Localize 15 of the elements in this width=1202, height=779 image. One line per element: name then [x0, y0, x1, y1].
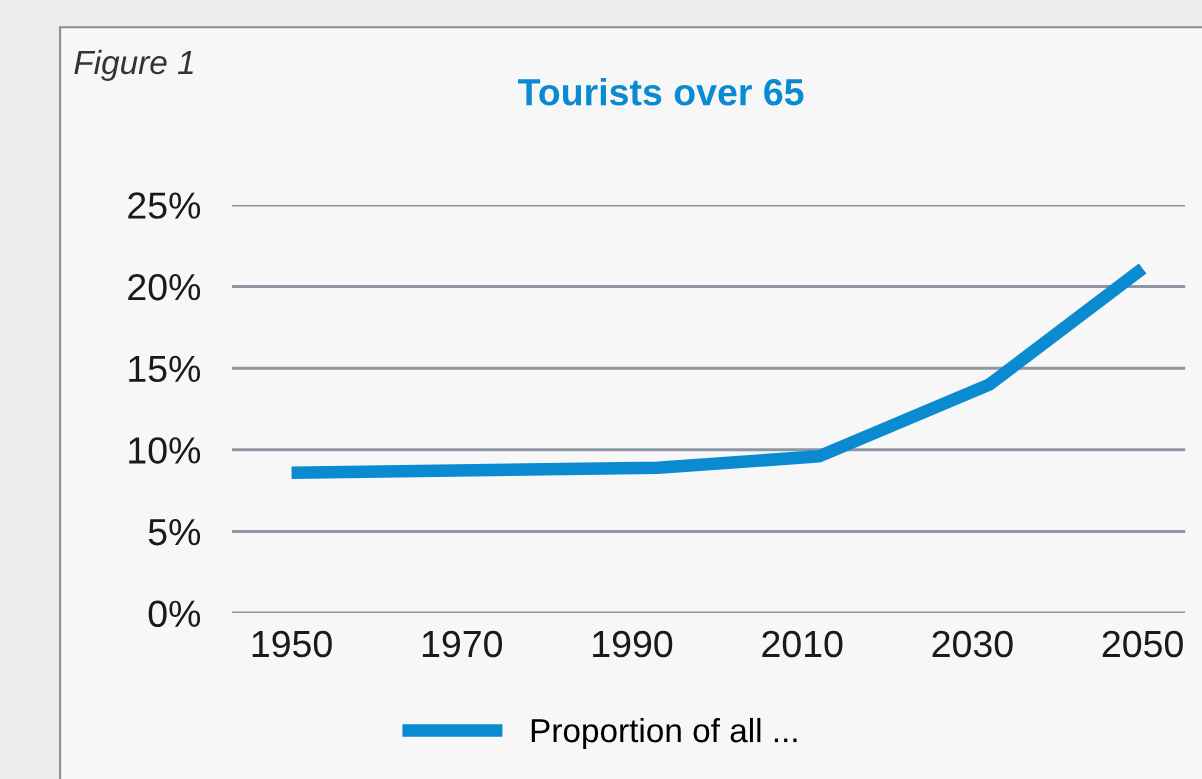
y-tick-label: 5%: [148, 519, 201, 546]
x-tick-label: 2010: [762, 630, 843, 658]
x-tick-label: 2030: [932, 630, 1013, 658]
x-tick-label: 1970: [422, 630, 503, 658]
y-tick-label: 0%: [148, 600, 201, 628]
y-tick-label: 20%: [128, 273, 201, 301]
x-tick-label: 2050: [1102, 630, 1183, 658]
y-tick-label: 15%: [129, 355, 201, 383]
y-tick-label: 25%: [128, 192, 201, 219]
caption: Figure 1: [74, 49, 193, 81]
chart-title: Tourists over 65: [518, 77, 804, 106]
legend-label: Proportion of all ...: [531, 717, 797, 749]
x-tick-label: 1950: [252, 630, 332, 658]
x-tick-label: 1990: [593, 630, 673, 658]
y-tick-label: 10%: [129, 437, 201, 464]
